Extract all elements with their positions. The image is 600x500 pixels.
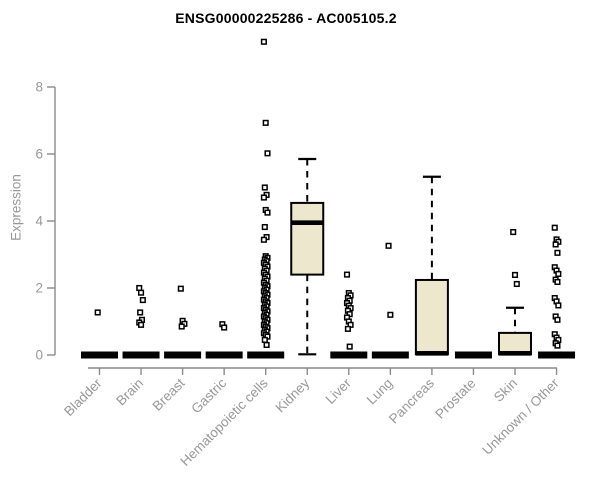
boxplot-group: [538, 224, 576, 359]
y-tick-label: 2: [35, 281, 43, 296]
boxplot-group: [247, 38, 285, 359]
outlier-point: [264, 209, 271, 216]
outlier-point: [385, 242, 392, 249]
x-tick-label: Unknown / Other: [479, 375, 562, 458]
boxplot-group: [454, 351, 492, 359]
outlier-point: [263, 341, 270, 348]
outlier-point: [136, 284, 143, 292]
x-tick-label: Breast: [150, 375, 188, 413]
collapsed-box: [122, 351, 160, 359]
x-tick-label: Prostate: [432, 376, 478, 422]
boxplot-group: [164, 285, 202, 359]
x-tick-label: Lung: [364, 376, 396, 408]
boxplot-group: [498, 229, 532, 356]
outlier-point: [511, 271, 519, 278]
y-tick-label: 4: [35, 214, 43, 229]
boxplot-group: [122, 284, 160, 359]
outlier-point: [554, 249, 561, 256]
outlier-point: [139, 297, 146, 304]
outlier-point: [261, 223, 268, 231]
outlier-point: [387, 311, 394, 318]
boxplot-group: [290, 157, 325, 356]
boxplot-group: [330, 271, 368, 359]
outlier-point: [261, 336, 268, 343]
y-tick-label: 6: [35, 147, 43, 162]
outlier-point: [510, 229, 517, 236]
x-tick-label: Gastric: [188, 375, 229, 416]
outlier-point: [346, 343, 353, 350]
x-tick-label: Pancreas: [386, 375, 437, 426]
outlier-point: [555, 270, 562, 277]
collapsed-box: [247, 351, 285, 359]
outlier-point: [552, 241, 559, 248]
outlier-point: [137, 309, 144, 316]
outlier-point: [554, 278, 561, 286]
outlier-point: [94, 309, 101, 316]
outlier-point: [343, 271, 351, 278]
outlier-point: [221, 324, 228, 331]
boxplot-group: [205, 321, 243, 359]
outlier-point: [554, 342, 561, 349]
outlier-point: [138, 289, 145, 296]
outlier-point: [177, 285, 184, 292]
x-tick-label: Bladder: [61, 375, 105, 419]
boxplot-group: [371, 242, 409, 359]
collapsed-box: [81, 351, 118, 359]
chart-title: ENSG00000225286 - AC005105.2: [175, 10, 397, 26]
collapsed-box: [538, 351, 576, 359]
collapsed-box: [205, 351, 243, 359]
collapsed-box: [371, 351, 409, 359]
outlier-point: [555, 302, 562, 309]
collapsed-box: [330, 351, 368, 359]
x-tick-label: Kidney: [273, 375, 313, 415]
outlier-point: [554, 316, 561, 323]
boxplot-group: [81, 309, 118, 359]
outlier-point: [138, 321, 145, 328]
y-tick-label: 0: [35, 348, 43, 363]
boxplot-group: [414, 175, 449, 356]
outlier-point: [551, 224, 558, 231]
outlier-point: [260, 236, 267, 243]
outlier-point: [260, 38, 267, 45]
outlier-point: [513, 280, 520, 288]
outlier-point: [264, 150, 271, 157]
outlier-point: [261, 184, 268, 191]
y-tick-label: 8: [35, 80, 43, 95]
outlier-point: [260, 194, 267, 201]
collapsed-box: [454, 351, 492, 359]
outlier-point: [344, 325, 351, 332]
x-tick-label: Liver: [323, 375, 355, 407]
box: [414, 278, 449, 356]
outlier-point: [178, 323, 185, 330]
box: [290, 201, 325, 276]
collapsed-box: [164, 351, 202, 359]
x-tick-label: Skin: [491, 376, 520, 405]
x-tick-label: Brain: [113, 376, 146, 409]
outlier-point: [262, 119, 269, 126]
